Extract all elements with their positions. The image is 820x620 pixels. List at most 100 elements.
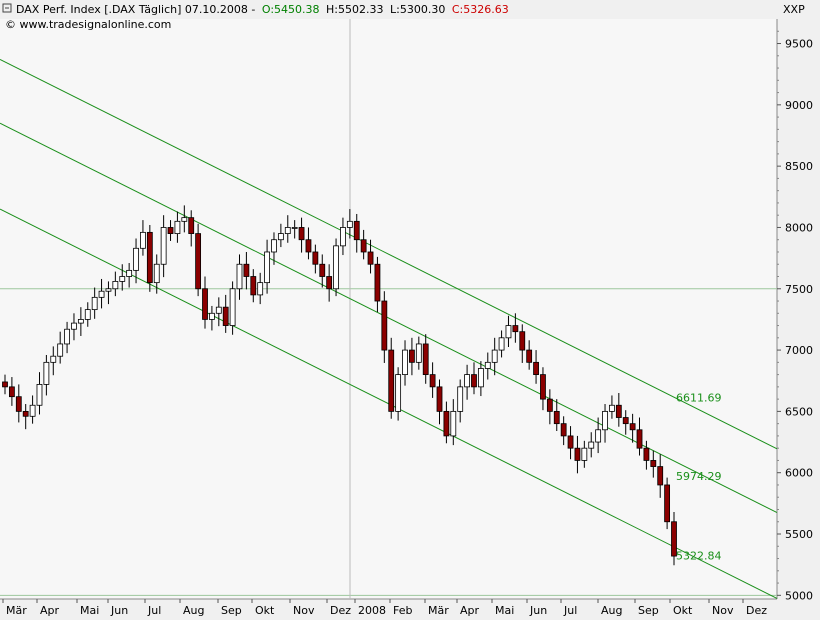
plot-area: [0, 19, 777, 599]
y-tick-label-3: 6500: [785, 405, 813, 418]
candle-body-19: [133, 247, 139, 271]
header: DAX Perf. Index [.DAX Täglich] 07.10.200…: [2, 3, 805, 31]
candle-body-54: [374, 263, 381, 302]
candle-body-59: [409, 349, 415, 363]
candle-body-38: [264, 251, 270, 284]
window-toggle-icon[interactable]: [2, 3, 12, 13]
candle-body-0: [2, 381, 8, 388]
candle-body-64: [443, 410, 450, 437]
candle-body-40: [277, 233, 284, 241]
candle-body-80: [553, 410, 560, 425]
candle-body-14: [98, 290, 105, 298]
candle-body-81: [560, 423, 567, 437]
candle-body-39: [271, 239, 277, 253]
candle-body-28: [195, 233, 202, 290]
candle-body-9: [64, 328, 70, 345]
candle-body-43: [298, 227, 305, 241]
candle-body-71: [491, 349, 498, 363]
candle-body-8: [57, 343, 64, 357]
candle-body-61: [422, 343, 429, 376]
candle-body-95: [657, 466, 664, 486]
candle-body-16: [112, 281, 119, 290]
candle-body-57: [395, 374, 402, 412]
channel-label-2: 5322.84: [676, 550, 722, 563]
candle-body-66: [457, 386, 464, 412]
candle-body-10: [71, 322, 77, 330]
candle-body-15: [105, 288, 112, 292]
candle-body-91: [629, 423, 636, 431]
candle-body-93: [643, 447, 650, 461]
candle-body-34: [236, 263, 243, 290]
close-value: C:5326.63: [452, 3, 509, 16]
x-tick-label-10: 2008: [358, 604, 386, 617]
candle-body-67: [464, 374, 470, 388]
candle-body-5: [36, 384, 43, 406]
candle-body-85: [588, 441, 595, 449]
x-tick-label-18: Sep: [638, 604, 659, 617]
candle-body-21: [146, 231, 153, 284]
x-tick-label-9: Dez: [330, 604, 351, 617]
x-tick-label-7: Okt: [255, 604, 275, 617]
x-tick-label-20: Nov: [712, 604, 734, 617]
candle-body-29: [202, 288, 208, 320]
candle-body-88: [609, 404, 615, 412]
instrument-title: DAX Perf. Index [.DAX Täglich] 07.10.200…: [16, 3, 255, 16]
x-tick-label-5: Aug: [183, 604, 204, 617]
candle-body-78: [540, 374, 546, 400]
candle-body-33: [229, 288, 236, 326]
x-tick-label-0: Mär: [6, 604, 27, 617]
candle-body-4: [29, 404, 36, 417]
candle-body-82: [567, 435, 574, 449]
candle-body-6: [43, 361, 50, 385]
channel-line-0: [0, 59, 778, 450]
candle-body-32: [222, 306, 229, 326]
x-tick-label-19: Okt: [673, 604, 693, 617]
candle-body-26: [181, 217, 188, 222]
candle-body-27: [188, 217, 195, 234]
candle-body-24: [167, 227, 174, 234]
y-tick-label-9: 9500: [785, 38, 813, 51]
candle-body-41: [284, 227, 291, 234]
candle-body-70: [484, 361, 491, 369]
y-tick-label-8: 9000: [785, 99, 813, 112]
candle-body-65: [450, 410, 457, 437]
candle-body-12: [84, 309, 91, 320]
candle-body-11: [77, 319, 84, 324]
x-tick-label-17: Aug: [601, 604, 622, 617]
candle-body-30: [209, 312, 215, 320]
candle-body-72: [498, 337, 505, 351]
x-tick-label-13: Apr: [460, 604, 480, 617]
candle-body-2: [15, 396, 22, 412]
candle-body-68: [471, 374, 477, 388]
grid: [0, 19, 777, 599]
candle-body-20: [140, 231, 146, 249]
x-tick-label-1: Apr: [40, 604, 60, 617]
candle-body-56: [388, 349, 395, 412]
candle-body-77: [533, 361, 539, 376]
y-tick-label-5: 7500: [785, 283, 813, 296]
y-tick-label-0: 5000: [785, 589, 813, 602]
channel-line-1: [0, 122, 778, 514]
candle-body-17: [119, 276, 126, 282]
candle-body-31: [215, 306, 222, 314]
candle-body-55: [381, 300, 388, 351]
candle-body-47: [326, 276, 333, 290]
x-tick-label-15: Jun: [529, 604, 547, 617]
candle-body-1: [8, 386, 15, 398]
candle-body-92: [636, 429, 643, 449]
candle-body-73: [505, 325, 512, 339]
candle-body-62: [429, 374, 436, 388]
candle-body-35: [243, 263, 250, 277]
candle-body-96: [664, 484, 671, 523]
candle-body-51: [353, 220, 360, 241]
channel-labels: 6611.69 5974.29 5322.84: [676, 392, 722, 563]
channel-label-1: 5974.29: [676, 470, 722, 483]
xxp-label: XXP: [783, 3, 805, 16]
open-value: O:5450.38: [262, 3, 320, 16]
y-tick-label-4: 7000: [785, 344, 813, 357]
candle-body-3: [22, 410, 29, 417]
x-tick-label-6: Sep: [221, 604, 242, 617]
x-tick-label-16: Jul: [563, 604, 577, 617]
